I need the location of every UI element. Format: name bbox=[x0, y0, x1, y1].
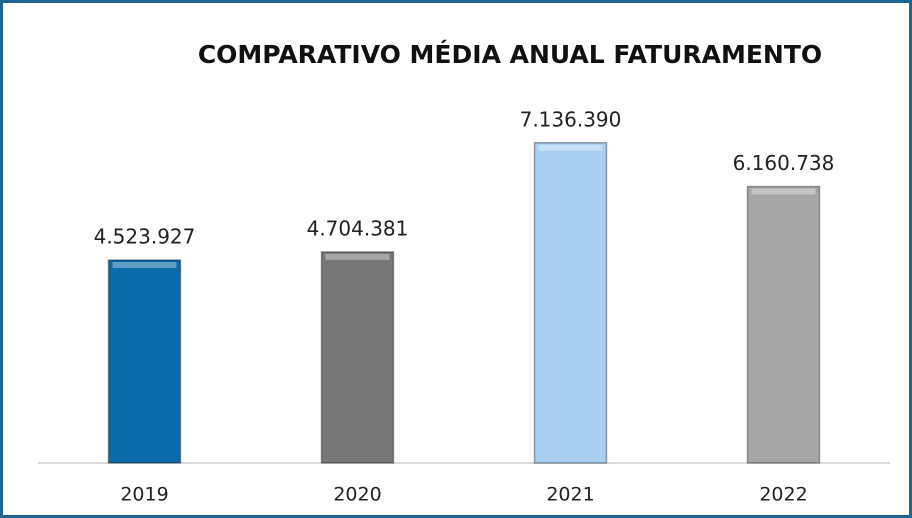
x-tick-label: 2019 bbox=[120, 484, 168, 506]
bar bbox=[320, 251, 395, 464]
bar bbox=[746, 185, 821, 464]
bar-highlight bbox=[325, 253, 390, 260]
x-tick-label: 2020 bbox=[333, 484, 381, 506]
value-label: 6.160.738 bbox=[733, 151, 835, 175]
chart-title: COMPARATIVO MÉDIA ANUAL FATURAMENTO bbox=[198, 40, 822, 69]
value-label: 4.704.381 bbox=[307, 216, 409, 240]
bar bbox=[533, 142, 608, 464]
value-label: 4.523.927 bbox=[94, 224, 196, 248]
bar-highlight bbox=[112, 261, 177, 268]
value-label: 7.136.390 bbox=[520, 107, 622, 131]
x-tick-label: 2021 bbox=[546, 484, 594, 506]
x-tick-label: 2022 bbox=[759, 484, 807, 506]
bar-highlight bbox=[751, 188, 816, 195]
bar-highlight bbox=[538, 144, 603, 151]
bar bbox=[107, 259, 182, 464]
